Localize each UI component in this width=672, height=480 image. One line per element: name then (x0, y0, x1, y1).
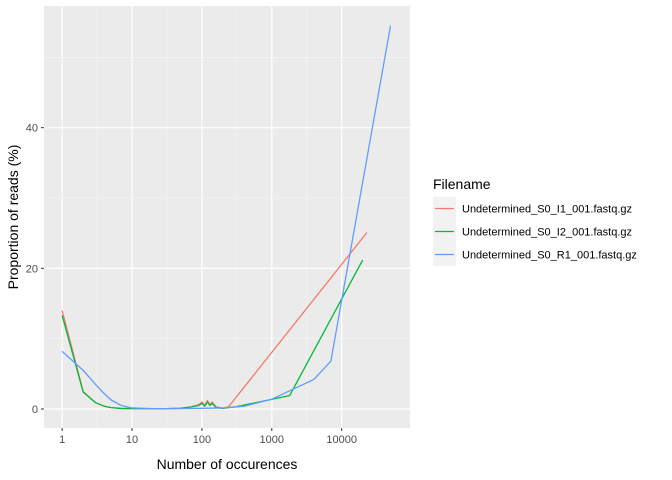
grid-minor (44, 6, 410, 428)
x-tick-label: 1 (59, 434, 65, 446)
series-lines (61, 25, 392, 410)
x-tick-label: 10 (126, 434, 138, 446)
series-line-3 (61, 25, 392, 410)
y-axis-title: Proportion of reads (%) (5, 145, 21, 290)
y-tick-label: 20 (26, 263, 38, 275)
x-axis-ticks: 1 10 100 1000 10000 (59, 428, 357, 446)
x-axis-title: Number of occurences (157, 456, 298, 472)
legend-label: Undetermined_S0_R1_001.fastq.gz (462, 250, 637, 262)
legend-title: Filename (433, 176, 491, 192)
y-axis-ticks: 0 20 40 (26, 123, 44, 416)
y-tick-label: 0 (32, 404, 38, 416)
legend-keys: Undetermined_S0_I1_001.fastq.gz Undetermi… (433, 197, 637, 266)
grid-major (44, 6, 410, 428)
legend-label: Undetermined_S0_I2_001.fastq.gz (462, 227, 632, 239)
x-tick-label: 100 (193, 434, 211, 446)
y-tick-label: 40 (26, 123, 38, 135)
panel-background (44, 6, 410, 428)
legend: Filename Undetermined_S0_I1_001.fastq.gz… (433, 176, 637, 266)
x-tick-label: 1000 (260, 434, 284, 446)
legend-label: Undetermined_S0_I1_001.fastq.gz (462, 204, 632, 216)
x-tick-label: 10000 (326, 434, 357, 446)
